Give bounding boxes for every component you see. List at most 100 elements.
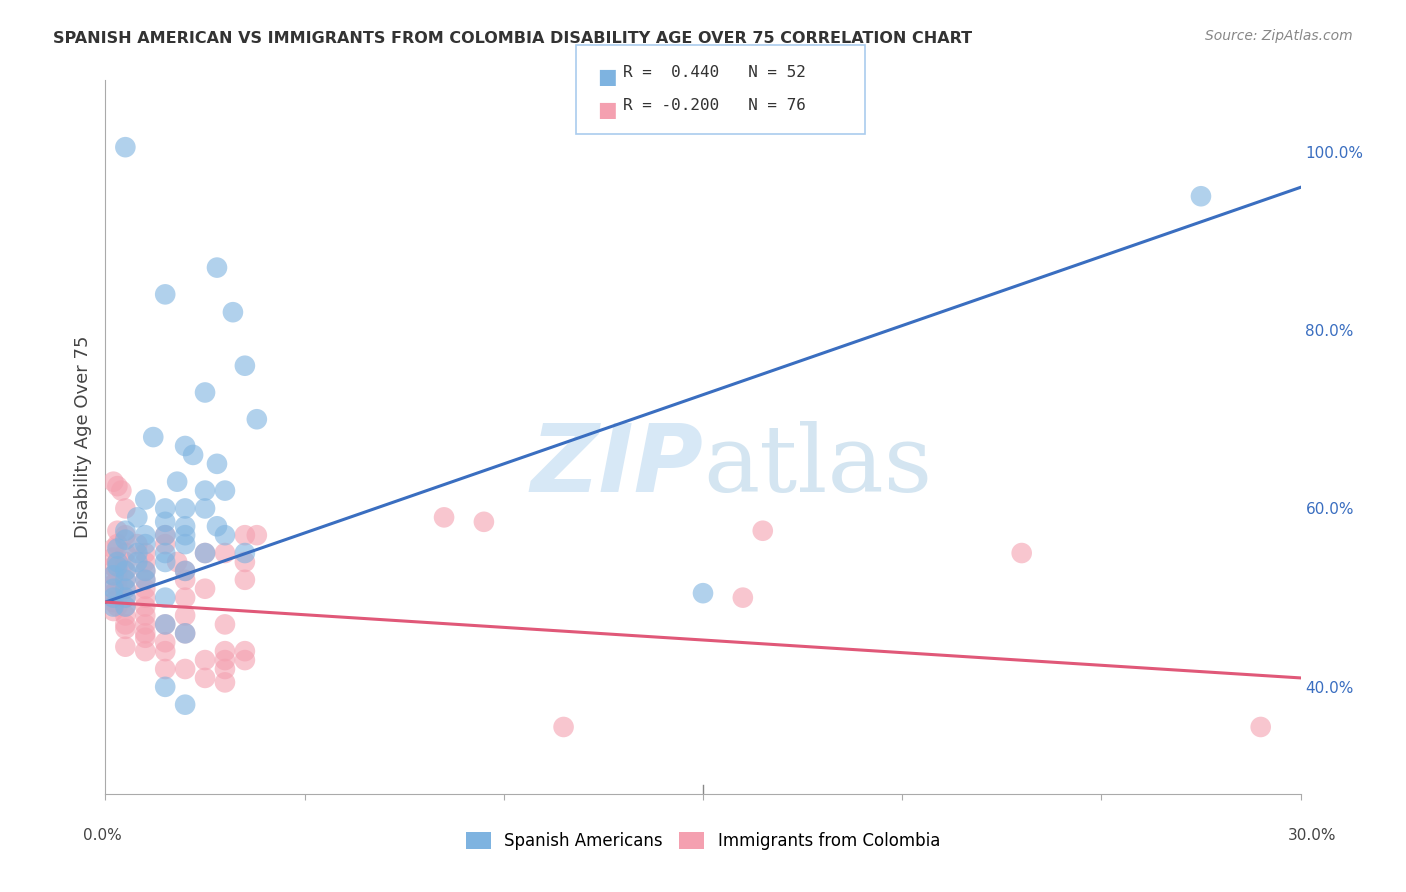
Point bbox=[166, 475, 188, 489]
Point bbox=[731, 591, 754, 605]
Point bbox=[194, 671, 217, 685]
Point bbox=[153, 680, 177, 694]
Point bbox=[153, 662, 177, 676]
Text: ZIP: ZIP bbox=[530, 419, 703, 512]
Point bbox=[134, 573, 156, 587]
Point bbox=[110, 483, 132, 498]
Point bbox=[114, 140, 136, 154]
Text: 30.0%: 30.0% bbox=[1288, 829, 1336, 843]
Point bbox=[433, 510, 456, 524]
Point bbox=[103, 568, 125, 582]
Point bbox=[1189, 189, 1212, 203]
Point bbox=[153, 528, 177, 542]
Point bbox=[222, 305, 245, 319]
Point bbox=[233, 528, 256, 542]
Point bbox=[134, 591, 156, 605]
Point bbox=[134, 546, 156, 560]
Point bbox=[103, 559, 125, 574]
Point bbox=[134, 564, 156, 578]
Point bbox=[134, 617, 156, 632]
Point bbox=[214, 662, 236, 676]
Point bbox=[153, 617, 177, 632]
Point bbox=[114, 524, 136, 538]
Point bbox=[114, 622, 136, 636]
Point bbox=[103, 550, 125, 565]
Point bbox=[103, 582, 125, 596]
Point bbox=[103, 604, 125, 618]
Point bbox=[194, 385, 217, 400]
Point bbox=[114, 640, 136, 654]
Point bbox=[107, 582, 129, 596]
Point bbox=[174, 537, 197, 551]
Point bbox=[134, 599, 156, 614]
Point bbox=[103, 586, 125, 600]
Point bbox=[107, 555, 129, 569]
Point bbox=[114, 573, 136, 587]
Point bbox=[114, 564, 136, 578]
Point bbox=[214, 675, 236, 690]
Point bbox=[751, 524, 773, 538]
Point bbox=[107, 537, 129, 551]
Point bbox=[107, 564, 129, 578]
Point bbox=[107, 559, 129, 574]
Point bbox=[214, 546, 236, 560]
Point bbox=[127, 537, 149, 551]
Point bbox=[153, 537, 177, 551]
Point bbox=[114, 555, 136, 569]
Point bbox=[114, 501, 136, 516]
Point bbox=[103, 475, 125, 489]
Point bbox=[174, 564, 197, 578]
Point bbox=[153, 591, 177, 605]
Point bbox=[134, 631, 156, 645]
Point bbox=[205, 260, 228, 275]
Point bbox=[153, 644, 177, 658]
Point bbox=[134, 644, 156, 658]
Point bbox=[233, 653, 256, 667]
Point bbox=[472, 515, 495, 529]
Point bbox=[127, 546, 149, 560]
Point bbox=[194, 582, 217, 596]
Point bbox=[233, 359, 256, 373]
Point bbox=[114, 591, 136, 605]
Point bbox=[153, 617, 177, 632]
Point bbox=[103, 577, 125, 591]
Point bbox=[214, 617, 236, 632]
Point bbox=[166, 555, 188, 569]
Text: ■: ■ bbox=[598, 100, 617, 120]
Point bbox=[134, 492, 156, 507]
Point bbox=[1250, 720, 1272, 734]
Point bbox=[103, 568, 125, 582]
Point bbox=[103, 541, 125, 556]
Point bbox=[134, 582, 156, 596]
Point bbox=[114, 591, 136, 605]
Point bbox=[205, 519, 228, 533]
Point bbox=[134, 555, 156, 569]
Point bbox=[174, 698, 197, 712]
Point bbox=[103, 595, 125, 609]
Point bbox=[134, 528, 156, 542]
Point bbox=[246, 528, 269, 542]
Text: R =  0.440   N = 52: R = 0.440 N = 52 bbox=[623, 65, 806, 80]
Point bbox=[114, 617, 136, 632]
Point bbox=[174, 626, 197, 640]
Point bbox=[214, 644, 236, 658]
Point bbox=[214, 483, 236, 498]
Text: 0.0%: 0.0% bbox=[83, 829, 122, 843]
Point bbox=[107, 573, 129, 587]
Point bbox=[134, 608, 156, 623]
Point bbox=[114, 599, 136, 614]
Point bbox=[107, 591, 129, 605]
Point bbox=[233, 573, 256, 587]
Point bbox=[174, 501, 197, 516]
Point bbox=[181, 448, 204, 462]
Text: R = -0.200   N = 76: R = -0.200 N = 76 bbox=[623, 98, 806, 113]
Point bbox=[114, 608, 136, 623]
Point bbox=[127, 510, 149, 524]
Legend: Spanish Americans, Immigrants from Colombia: Spanish Americans, Immigrants from Colom… bbox=[460, 825, 946, 857]
Text: SPANISH AMERICAN VS IMMIGRANTS FROM COLOMBIA DISABILITY AGE OVER 75 CORRELATION : SPANISH AMERICAN VS IMMIGRANTS FROM COLO… bbox=[53, 31, 973, 46]
Point bbox=[153, 546, 177, 560]
Point bbox=[233, 546, 256, 560]
Point bbox=[174, 662, 197, 676]
Point bbox=[107, 555, 129, 569]
Point bbox=[134, 564, 156, 578]
